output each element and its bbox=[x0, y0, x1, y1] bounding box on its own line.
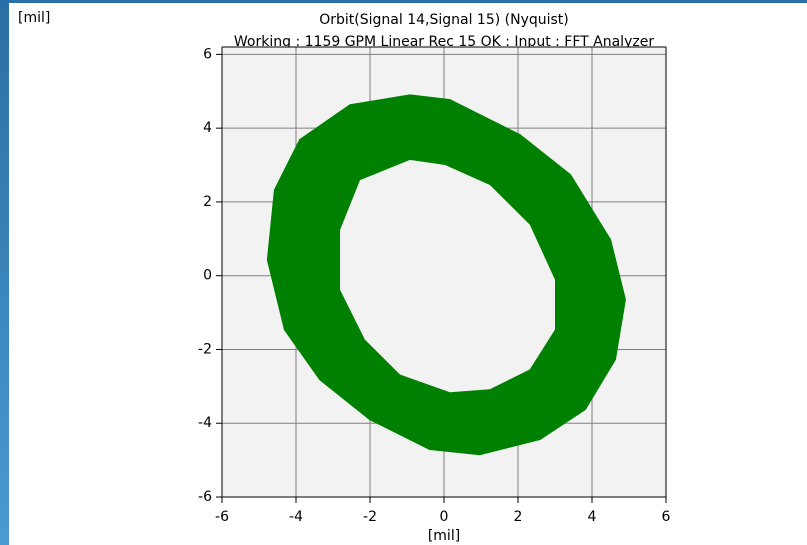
y-tick-label: 4 bbox=[203, 120, 212, 136]
orbit-contour bbox=[340, 159, 555, 393]
y-axis-label: [mil] bbox=[18, 10, 50, 26]
x-tick-label: -2 bbox=[363, 509, 377, 525]
y-tick-label: -2 bbox=[198, 341, 212, 357]
window-edge bbox=[0, 0, 9, 545]
window-top bbox=[0, 0, 807, 3]
y-tick-label: -6 bbox=[198, 489, 212, 505]
x-tick-label: -4 bbox=[289, 509, 303, 525]
x-tick-label: 4 bbox=[588, 509, 597, 525]
y-tick-label: 6 bbox=[203, 46, 212, 62]
chart-title: Orbit(Signal 14,Signal 15) (Nyquist) bbox=[319, 12, 569, 28]
chart-subtitle: Working : 1159 GPM Linear Rec 15 OK : In… bbox=[234, 34, 654, 50]
y-tick-label: 2 bbox=[203, 194, 212, 210]
x-tick-label: -6 bbox=[215, 509, 229, 525]
x-tick-label: 6 bbox=[662, 509, 671, 525]
x-axis-label: [mil] bbox=[428, 528, 460, 544]
x-tick-label: 2 bbox=[514, 509, 523, 525]
y-tick-label: 0 bbox=[203, 268, 212, 284]
y-tick-label: -4 bbox=[198, 415, 212, 431]
x-tick-label: 0 bbox=[440, 509, 449, 525]
plot-frame bbox=[221, 46, 667, 498]
